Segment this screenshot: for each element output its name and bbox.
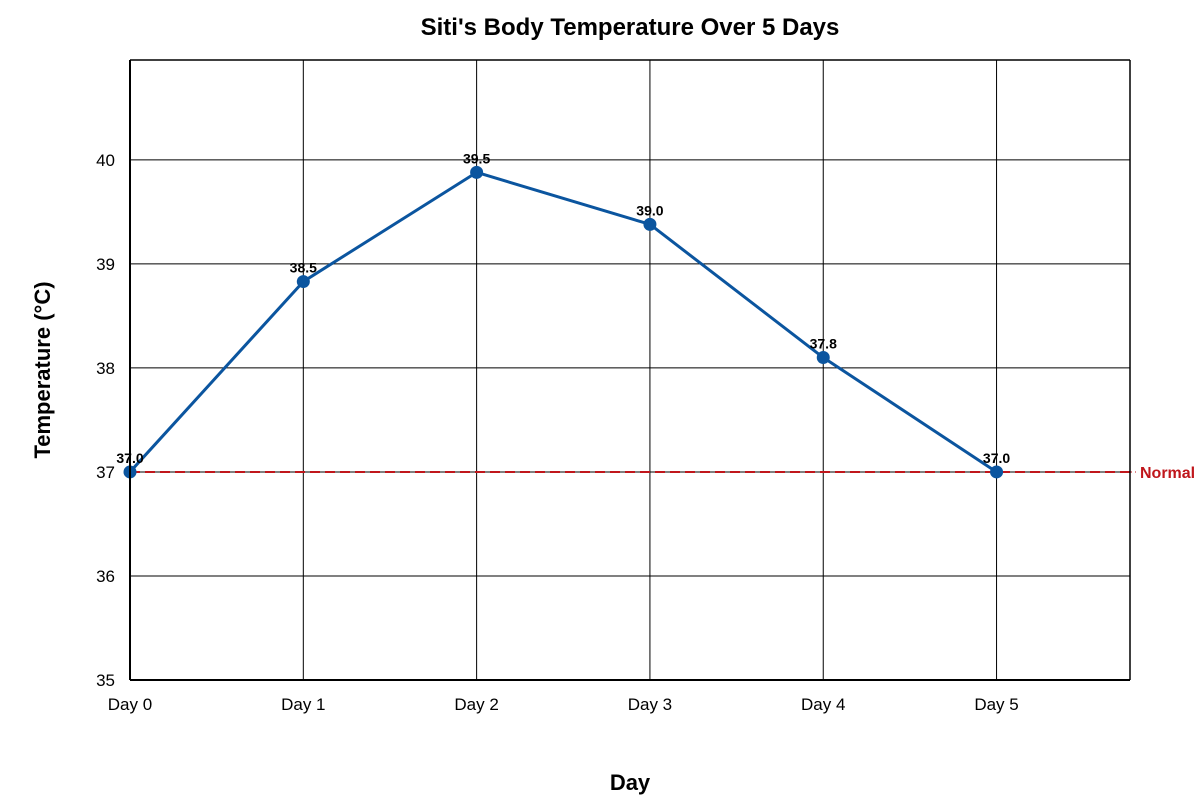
x-axis-title: Day: [610, 770, 651, 795]
x-tick-label: Day 3: [628, 695, 672, 714]
x-tick-label: Day 4: [801, 695, 845, 714]
data-point: [470, 165, 484, 179]
plot-frame: [129, 59, 1131, 681]
y-axis-ticks: 35 36 37 38 39 40: [96, 151, 115, 690]
y-tick-label: 35: [96, 671, 115, 690]
x-tick-label: Day 1: [281, 695, 325, 714]
series-line: [128, 170, 998, 474]
data-point: [643, 217, 657, 231]
x-axis-ticks: Day 0 Day 1 Day 2 Day 3 Day 4 Day 5: [108, 695, 1019, 714]
y-axis-title: Temperature (°C): [30, 281, 55, 458]
data-point: [296, 275, 310, 289]
grid: [130, 60, 1130, 680]
data-label: 37.8: [810, 336, 837, 352]
data-label: 39.5: [463, 150, 490, 166]
y-tick-label: 38: [96, 359, 115, 378]
x-tick-label: Day 0: [108, 695, 152, 714]
y-tick-label: 36: [96, 567, 115, 586]
data-point: [816, 351, 830, 365]
series-group: 37.038.539.539.037.837.0: [116, 150, 1010, 479]
data-point: [990, 465, 1004, 479]
x-tick-label: Day 2: [454, 695, 498, 714]
x-tick-label: Day 5: [974, 695, 1018, 714]
data-label: 39.0: [636, 202, 663, 218]
y-tick-label: 37: [96, 463, 115, 482]
reference-line-group: Normal: [130, 465, 1195, 482]
data-label: 38.5: [290, 260, 317, 276]
chart-title: Siti's Body Temperature Over 5 Days: [421, 14, 840, 41]
reference-line-label: Normal: [1140, 465, 1195, 482]
y-tick-label: 39: [96, 255, 115, 274]
data-label: 37.0: [983, 450, 1010, 466]
y-tick-label: 40: [96, 151, 115, 170]
